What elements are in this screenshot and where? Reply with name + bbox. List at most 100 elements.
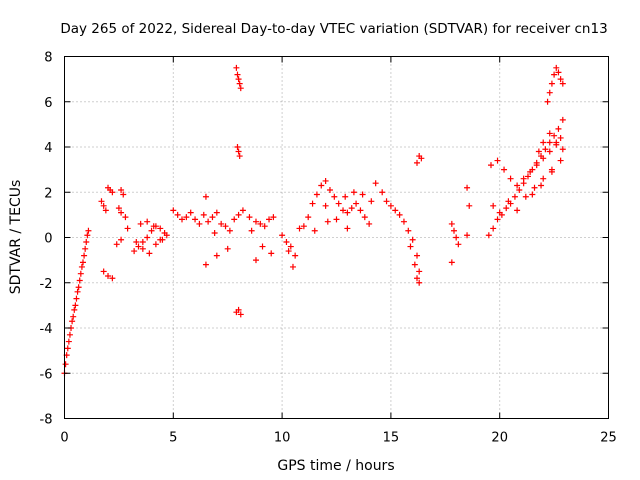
data-point: [300, 223, 307, 230]
data-point: [514, 182, 521, 189]
data-point: [179, 216, 186, 223]
data-point: [78, 263, 85, 270]
data-point: [64, 345, 71, 352]
data-point: [98, 198, 105, 205]
data-point: [70, 313, 77, 320]
data-point: [213, 252, 220, 259]
data-point: [379, 189, 386, 196]
data-point: [326, 186, 333, 193]
data-point: [544, 98, 551, 105]
data-point: [313, 191, 320, 198]
data-point: [118, 236, 125, 243]
data-point: [118, 209, 125, 216]
data-point: [414, 252, 421, 259]
data-point: [529, 191, 536, 198]
data-point: [83, 239, 90, 246]
data-point: [131, 248, 138, 255]
data-point: [540, 175, 547, 182]
data-point: [372, 180, 379, 187]
x-tick-label: 5: [169, 431, 177, 446]
data-point: [396, 211, 403, 218]
data-point: [192, 216, 199, 223]
data-point: [109, 189, 116, 196]
data-point: [383, 198, 390, 205]
data-point: [305, 214, 312, 221]
y-tick-label: 0: [44, 232, 52, 247]
data-point: [202, 261, 209, 268]
data-point: [82, 245, 89, 252]
data-point: [233, 64, 240, 71]
axis-ticks: 0 5 10 15 20 25 -8 -6 -4 -2 0 2 4 6 8: [40, 51, 617, 446]
data-point: [548, 168, 555, 175]
data-point: [455, 241, 462, 248]
data-point: [342, 193, 349, 200]
data-point: [520, 175, 527, 182]
data-point: [76, 277, 83, 284]
data-point: [236, 80, 243, 87]
data-point: [361, 214, 368, 221]
data-point: [209, 214, 216, 221]
data-point: [535, 148, 542, 155]
data-point: [453, 234, 460, 241]
data-point: [285, 248, 292, 255]
data-point: [516, 186, 523, 193]
data-point: [557, 134, 564, 141]
data-point: [540, 139, 547, 146]
data-point: [416, 153, 423, 160]
data-point: [235, 306, 242, 313]
data-point: [137, 220, 144, 227]
data-point: [69, 318, 76, 325]
data-point: [109, 275, 116, 282]
data-point: [72, 302, 79, 309]
data-point: [157, 225, 164, 232]
data-point: [62, 361, 69, 368]
data-point: [196, 220, 203, 227]
data-point: [218, 220, 225, 227]
data-point: [359, 191, 366, 198]
data-point: [211, 229, 218, 236]
data-point: [148, 227, 155, 234]
data-point: [222, 223, 229, 230]
data-point: [494, 157, 501, 164]
data-point: [555, 69, 562, 76]
data-point: [407, 243, 414, 250]
x-tick-label: 25: [600, 431, 617, 446]
data-point: [331, 193, 338, 200]
data-point: [466, 202, 473, 209]
data-point: [226, 227, 233, 234]
data-point: [113, 241, 120, 248]
data-point: [322, 202, 329, 209]
data-point: [496, 209, 503, 216]
data-point: [464, 232, 471, 239]
y-axis-label: SDTVAR / TECUs: [8, 180, 24, 295]
data-point: [66, 331, 73, 338]
data-point: [348, 205, 355, 212]
data-point: [309, 200, 316, 207]
data-point: [124, 225, 131, 232]
data-point: [202, 193, 209, 200]
data-point: [239, 207, 246, 214]
data-point: [416, 279, 423, 286]
data-point: [144, 234, 151, 241]
data-point: [559, 80, 566, 87]
data-point: [559, 146, 566, 153]
data-point: [150, 223, 157, 230]
data-point: [174, 211, 181, 218]
data-point: [65, 338, 72, 345]
data-point: [485, 232, 492, 239]
data-point: [368, 198, 375, 205]
data-point: [542, 146, 549, 153]
y-tick-label: -4: [40, 322, 53, 337]
data-point: [340, 207, 347, 214]
data-point: [546, 89, 553, 96]
data-point: [464, 184, 471, 191]
x-tick-label: 20: [491, 431, 508, 446]
data-point: [296, 225, 303, 232]
data-point: [120, 191, 127, 198]
data-point: [524, 173, 531, 180]
data-point: [122, 214, 129, 221]
data-point: [237, 85, 244, 92]
y-tick-label: 4: [44, 141, 52, 156]
x-tick-label: 10: [274, 431, 291, 446]
